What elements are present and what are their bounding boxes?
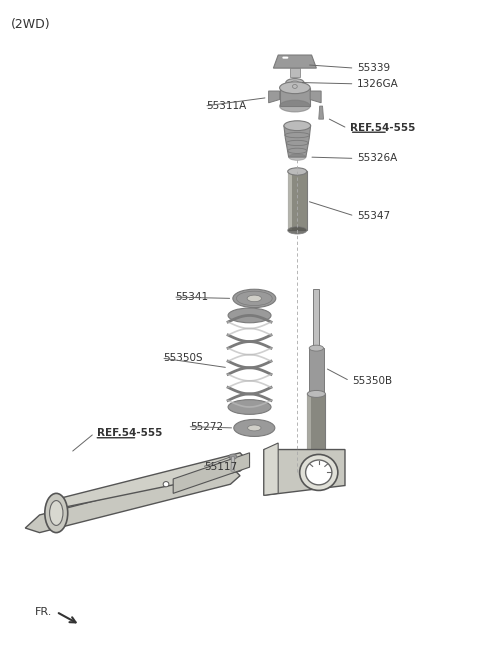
Text: 1326GA: 1326GA: [357, 79, 399, 89]
Ellipse shape: [233, 289, 276, 307]
Text: REF.54-555: REF.54-555: [97, 428, 162, 438]
Text: REF.54-555: REF.54-555: [350, 124, 415, 133]
Ellipse shape: [284, 121, 311, 131]
Text: 55341: 55341: [176, 292, 209, 302]
Ellipse shape: [45, 493, 68, 533]
Ellipse shape: [248, 425, 261, 431]
Polygon shape: [25, 466, 240, 533]
Text: 55272: 55272: [190, 422, 223, 432]
Text: 55347: 55347: [357, 211, 390, 221]
Polygon shape: [307, 394, 311, 453]
Ellipse shape: [286, 79, 304, 87]
Ellipse shape: [291, 81, 299, 84]
Text: 55326A: 55326A: [357, 153, 397, 164]
Ellipse shape: [288, 154, 306, 160]
Text: FR.: FR.: [35, 607, 52, 617]
Ellipse shape: [300, 455, 338, 490]
Polygon shape: [310, 91, 321, 102]
Ellipse shape: [309, 391, 324, 397]
Text: 55350B: 55350B: [352, 376, 392, 386]
Ellipse shape: [229, 454, 237, 459]
Ellipse shape: [307, 449, 325, 456]
Polygon shape: [274, 55, 316, 68]
Polygon shape: [309, 348, 324, 394]
Polygon shape: [264, 443, 278, 495]
Text: 55311A: 55311A: [206, 101, 247, 111]
Polygon shape: [302, 449, 331, 469]
Ellipse shape: [306, 460, 332, 485]
Ellipse shape: [247, 295, 262, 302]
Ellipse shape: [292, 85, 297, 89]
Polygon shape: [49, 453, 250, 509]
Polygon shape: [288, 171, 292, 231]
Polygon shape: [173, 453, 250, 493]
Polygon shape: [284, 125, 311, 157]
Text: 55339: 55339: [357, 63, 390, 73]
Ellipse shape: [280, 82, 310, 94]
Polygon shape: [313, 289, 319, 348]
Ellipse shape: [228, 308, 271, 323]
Polygon shape: [288, 171, 307, 231]
Ellipse shape: [280, 100, 310, 112]
Polygon shape: [319, 106, 324, 119]
Ellipse shape: [288, 227, 307, 234]
Polygon shape: [231, 457, 235, 471]
Polygon shape: [264, 449, 345, 495]
Text: (2WD): (2WD): [11, 18, 50, 31]
Ellipse shape: [228, 399, 271, 415]
Ellipse shape: [234, 419, 275, 436]
Text: 55350S: 55350S: [164, 353, 203, 363]
Polygon shape: [307, 394, 325, 453]
Ellipse shape: [309, 345, 324, 351]
Ellipse shape: [307, 390, 325, 397]
Text: 55117: 55117: [204, 462, 237, 472]
Ellipse shape: [288, 168, 307, 175]
Ellipse shape: [49, 501, 63, 526]
Polygon shape: [280, 88, 310, 106]
Polygon shape: [269, 91, 280, 102]
Ellipse shape: [307, 471, 325, 489]
Ellipse shape: [163, 482, 169, 487]
Polygon shape: [290, 68, 300, 77]
Ellipse shape: [312, 475, 321, 486]
